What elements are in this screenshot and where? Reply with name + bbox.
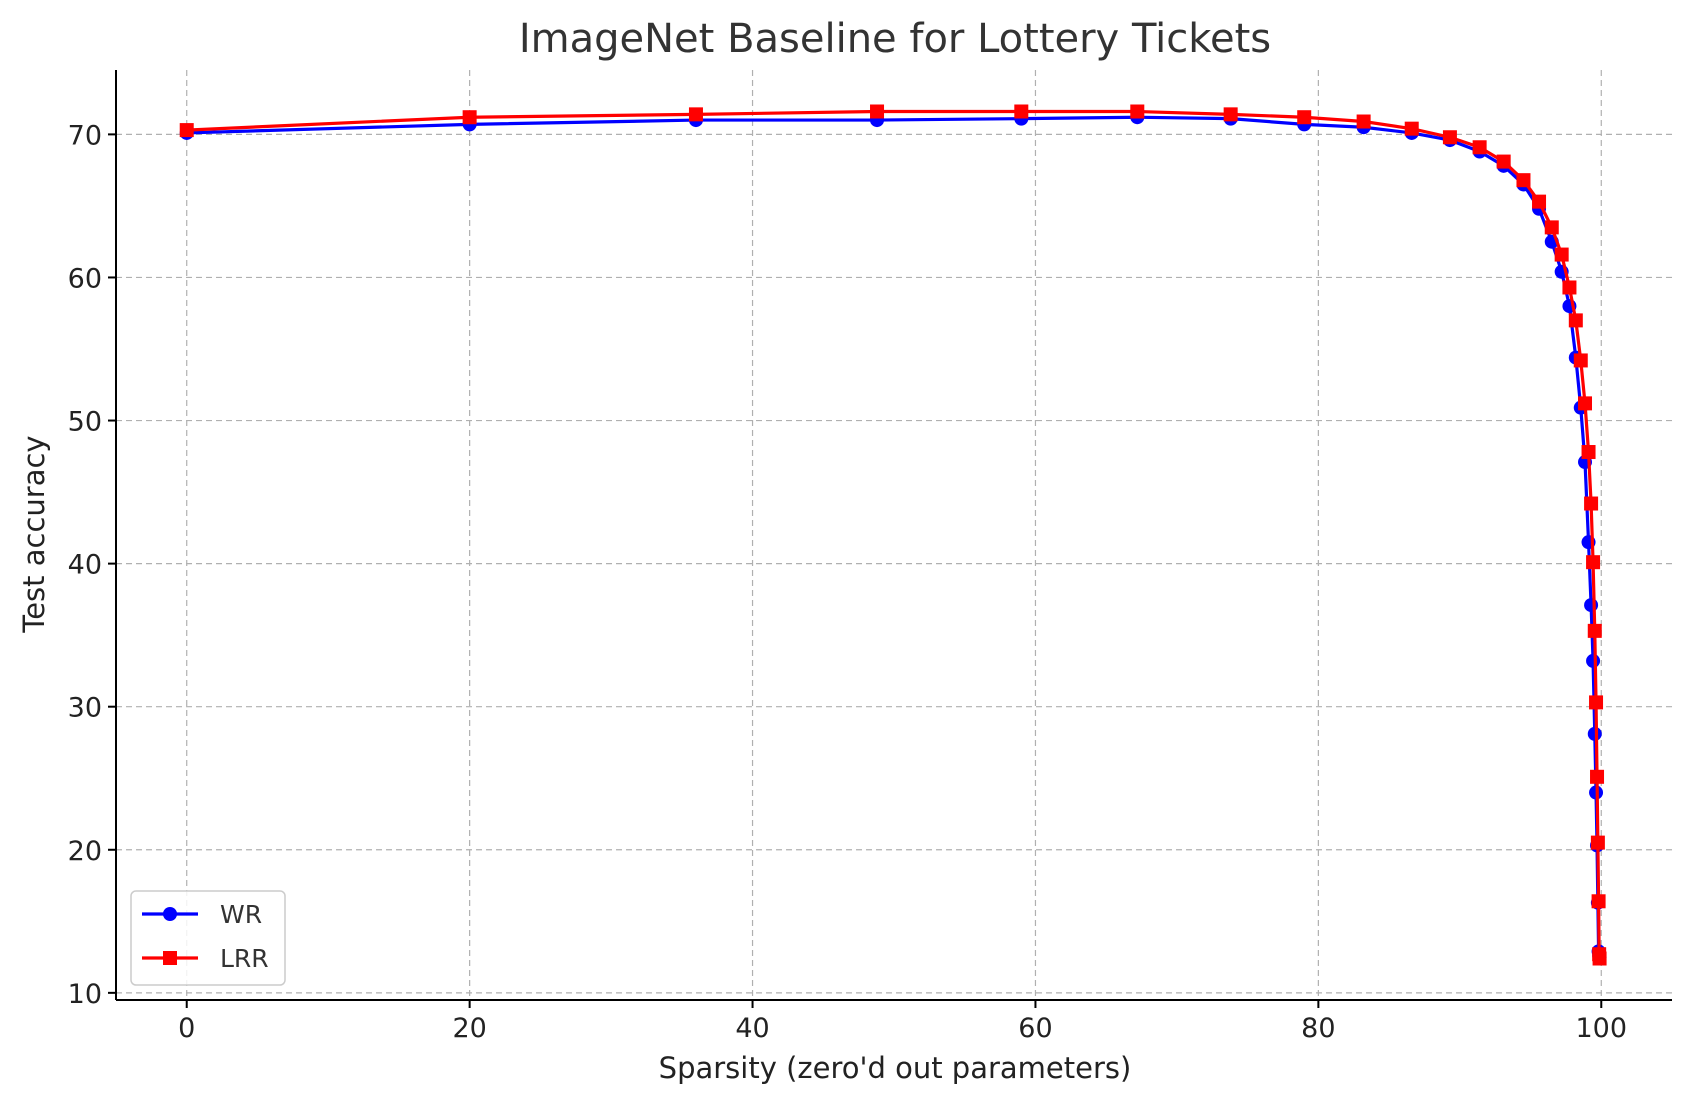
x-tick-label: 40 — [735, 1013, 769, 1044]
chart-title: ImageNet Baseline for Lottery Tickets — [519, 16, 1271, 62]
y-tick-label: 70 — [68, 120, 102, 151]
data-point-lrr — [1442, 130, 1457, 145]
axes: 0 20 40 60 80 100 10 20 30 40 50 60 70 — [68, 70, 1672, 1044]
data-point-lrr — [1590, 769, 1605, 784]
legend-marker-wr — [163, 907, 177, 921]
data-point-lrr — [1573, 353, 1588, 368]
data-point-lrr — [1587, 623, 1602, 638]
y-tick-label: 50 — [68, 407, 102, 438]
data-point-lrr — [1591, 894, 1606, 909]
y-tick-label: 30 — [68, 693, 102, 724]
y-axis-label: Test accuracy — [17, 435, 51, 633]
data-point-lrr — [1223, 107, 1238, 122]
data-point-lrr — [1404, 121, 1419, 136]
x-axis-label: Sparsity (zero'd out parameters) — [659, 1051, 1132, 1085]
data-point-lrr — [1554, 247, 1569, 262]
x-tick-label: 100 — [1575, 1013, 1627, 1044]
data-point-lrr — [1581, 445, 1596, 460]
legend-item-wr: WR — [142, 900, 262, 929]
data-point-lrr — [688, 107, 703, 122]
data-point-lrr — [1590, 835, 1605, 850]
y-tick-label: 60 — [68, 263, 102, 294]
data-point-lrr — [462, 110, 477, 125]
data-point-wr — [1584, 598, 1599, 613]
data-point-lrr — [1544, 220, 1559, 235]
data-point-wr — [1587, 726, 1602, 741]
legend: WR LRR — [130, 890, 286, 986]
y-tick-label: 40 — [68, 550, 102, 581]
x-tick-label: 0 — [178, 1013, 195, 1044]
data-point-lrr — [1589, 695, 1604, 710]
y-tick-label: 10 — [68, 979, 102, 1010]
data-point-lrr — [870, 104, 885, 119]
data-point-lrr — [1562, 280, 1577, 295]
data-point-lrr — [1592, 951, 1607, 966]
data-point-lrr — [1568, 313, 1583, 328]
data-point-lrr — [1578, 396, 1593, 411]
data-point-lrr — [1297, 110, 1312, 125]
data-point-lrr — [1584, 496, 1599, 511]
data-point-lrr — [1532, 194, 1547, 209]
x-tick-label: 80 — [1301, 1013, 1335, 1044]
legend-label-lrr: LRR — [220, 944, 269, 973]
legend-label-wr: WR — [220, 900, 262, 929]
data-point-lrr — [1496, 154, 1511, 169]
series-lrr — [179, 104, 1607, 966]
data-point-lrr — [1472, 140, 1487, 155]
data-point-lrr — [1130, 104, 1145, 119]
legend-marker-lrr — [163, 951, 177, 965]
y-tick-label: 20 — [68, 836, 102, 867]
data-point-lrr — [1356, 114, 1371, 129]
data-point-wr — [1586, 653, 1601, 668]
data-point-lrr — [1516, 173, 1531, 188]
series — [179, 104, 1607, 966]
x-tick-label: 60 — [1018, 1013, 1052, 1044]
data-point-lrr — [1014, 104, 1029, 119]
data-point-lrr — [1586, 555, 1601, 570]
x-tick-label: 20 — [452, 1013, 486, 1044]
legend-item-lrr: LRR — [142, 944, 269, 973]
data-point-lrr — [179, 123, 194, 138]
